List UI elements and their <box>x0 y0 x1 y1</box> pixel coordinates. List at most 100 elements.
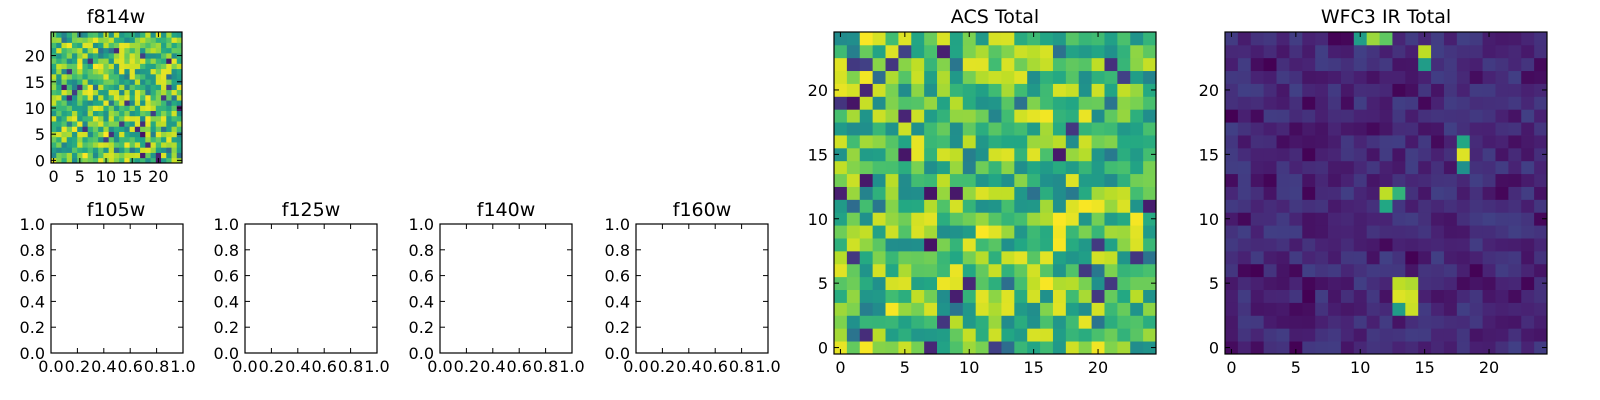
heatmap-cell <box>1130 96 1144 110</box>
heatmap-cell <box>1315 83 1329 97</box>
heatmap-cell <box>1443 70 1458 84</box>
heatmap-cell <box>1014 32 1028 46</box>
heatmap-cell <box>1508 199 1522 213</box>
heatmap-cell <box>949 70 964 84</box>
heatmap-cell <box>1130 302 1144 316</box>
heatmap-cell <box>1534 238 1548 252</box>
heatmap-cell <box>56 157 62 164</box>
heatmap-cell <box>1143 44 1157 59</box>
heatmap-cell <box>1078 147 1092 162</box>
heatmap-cell <box>92 79 99 85</box>
heatmap-cell <box>145 131 151 138</box>
heatmap-cell <box>1237 70 1252 84</box>
heatmap-cell <box>975 199 989 213</box>
heatmap-cell <box>834 83 848 97</box>
heatmap-cell <box>859 212 874 226</box>
heatmap-cell <box>1289 212 1303 226</box>
heatmap-cell <box>1289 122 1303 136</box>
heatmap-cell <box>108 157 115 164</box>
heatmap-cell <box>1065 70 1080 84</box>
heatmap-cell <box>1379 186 1393 200</box>
heatmap-cell <box>1117 250 1131 265</box>
heatmap-cell <box>124 58 130 64</box>
heatmap-cell <box>176 37 183 43</box>
heatmap-cell <box>1302 96 1316 110</box>
heatmap-cell <box>988 83 1002 97</box>
heatmap-cell <box>1130 122 1144 136</box>
heatmap-cell <box>1237 57 1252 72</box>
heatmap-cell <box>1508 160 1522 175</box>
heatmap-cell <box>962 70 977 84</box>
heatmap-cell <box>1366 263 1380 278</box>
heatmap-cell <box>82 136 89 143</box>
heatmap-cell <box>1315 96 1329 110</box>
heatmap-cell <box>1405 96 1419 110</box>
heatmap-cell <box>166 105 172 111</box>
heatmap-cell <box>1328 186 1342 200</box>
x-axis-ticks: 0.0 0.2 0.4 0.6 0.8 1.0 <box>38 224 196 376</box>
heatmap-cell <box>155 121 162 127</box>
heatmap-cell <box>51 142 57 148</box>
heatmap-cell <box>145 157 151 164</box>
heatmap-cell <box>1014 302 1028 316</box>
heatmap-cell <box>1315 122 1329 136</box>
y-tick-label: 0.6 <box>214 267 239 286</box>
heatmap-cell <box>1456 289 1471 303</box>
heatmap-cell <box>1001 57 1015 72</box>
heatmap-cell <box>1143 83 1157 97</box>
heatmap-cell <box>1052 70 1067 84</box>
heatmap-cell <box>1508 250 1522 265</box>
heatmap-cell <box>176 73 183 80</box>
heatmap-cell <box>1065 263 1080 278</box>
heatmap-cell <box>1521 44 1535 59</box>
heatmap-cell <box>1353 147 1368 162</box>
heatmap-cell <box>1379 44 1393 59</box>
heatmap-cell <box>171 152 178 159</box>
heatmap-cell <box>1534 160 1548 175</box>
heatmap-cell <box>92 32 99 38</box>
y-tick-label: 20 <box>808 81 828 100</box>
heatmap-cell <box>834 289 848 303</box>
heatmap-cell <box>1027 302 1041 316</box>
heatmap-cell <box>846 173 861 187</box>
heatmap-cell <box>1040 341 1054 355</box>
heatmap-cell <box>911 225 925 239</box>
heatmap-cell <box>145 89 151 96</box>
heatmap-cell <box>1315 315 1329 329</box>
heatmap-cell <box>1225 147 1239 162</box>
heatmap-cell <box>1052 147 1067 162</box>
heatmap-cell <box>1225 173 1239 187</box>
heatmap-cell <box>171 142 178 148</box>
heatmap-cell <box>145 58 151 64</box>
heatmap-cell <box>56 47 62 54</box>
heatmap-cell <box>949 122 964 136</box>
heatmap-cell <box>1052 44 1067 59</box>
heatmap-cell <box>1315 212 1329 226</box>
heatmap-cell <box>1225 96 1239 110</box>
x-tick-label: 0.6 <box>702 357 727 376</box>
heatmap-cell <box>1405 263 1419 278</box>
heatmap-cell <box>92 147 99 153</box>
heatmap-cell <box>1315 199 1329 213</box>
heatmap-cells <box>51 32 183 164</box>
heatmap-cell <box>140 121 146 127</box>
heatmap-cell <box>1001 341 1015 355</box>
heatmap-cell <box>66 142 73 148</box>
heatmap-cell <box>150 152 157 159</box>
heatmap-cell <box>1289 341 1303 355</box>
heatmap-cell <box>1508 70 1522 84</box>
heatmap-cell <box>61 52 68 59</box>
heatmap-cell <box>77 79 83 85</box>
heatmap-cell <box>98 63 104 70</box>
heatmap-cell <box>1014 250 1028 265</box>
heatmap-cell <box>155 63 162 70</box>
heatmap-cell <box>71 73 78 80</box>
heatmap-cell <box>911 328 925 342</box>
heatmap-cell <box>66 52 73 59</box>
heatmap-cell <box>911 315 925 329</box>
heatmap-cell <box>140 152 146 159</box>
heatmap-cell <box>885 315 899 329</box>
heatmap-cell <box>171 121 178 127</box>
heatmap-cell <box>1353 263 1368 278</box>
heatmap-cell <box>1366 70 1380 84</box>
